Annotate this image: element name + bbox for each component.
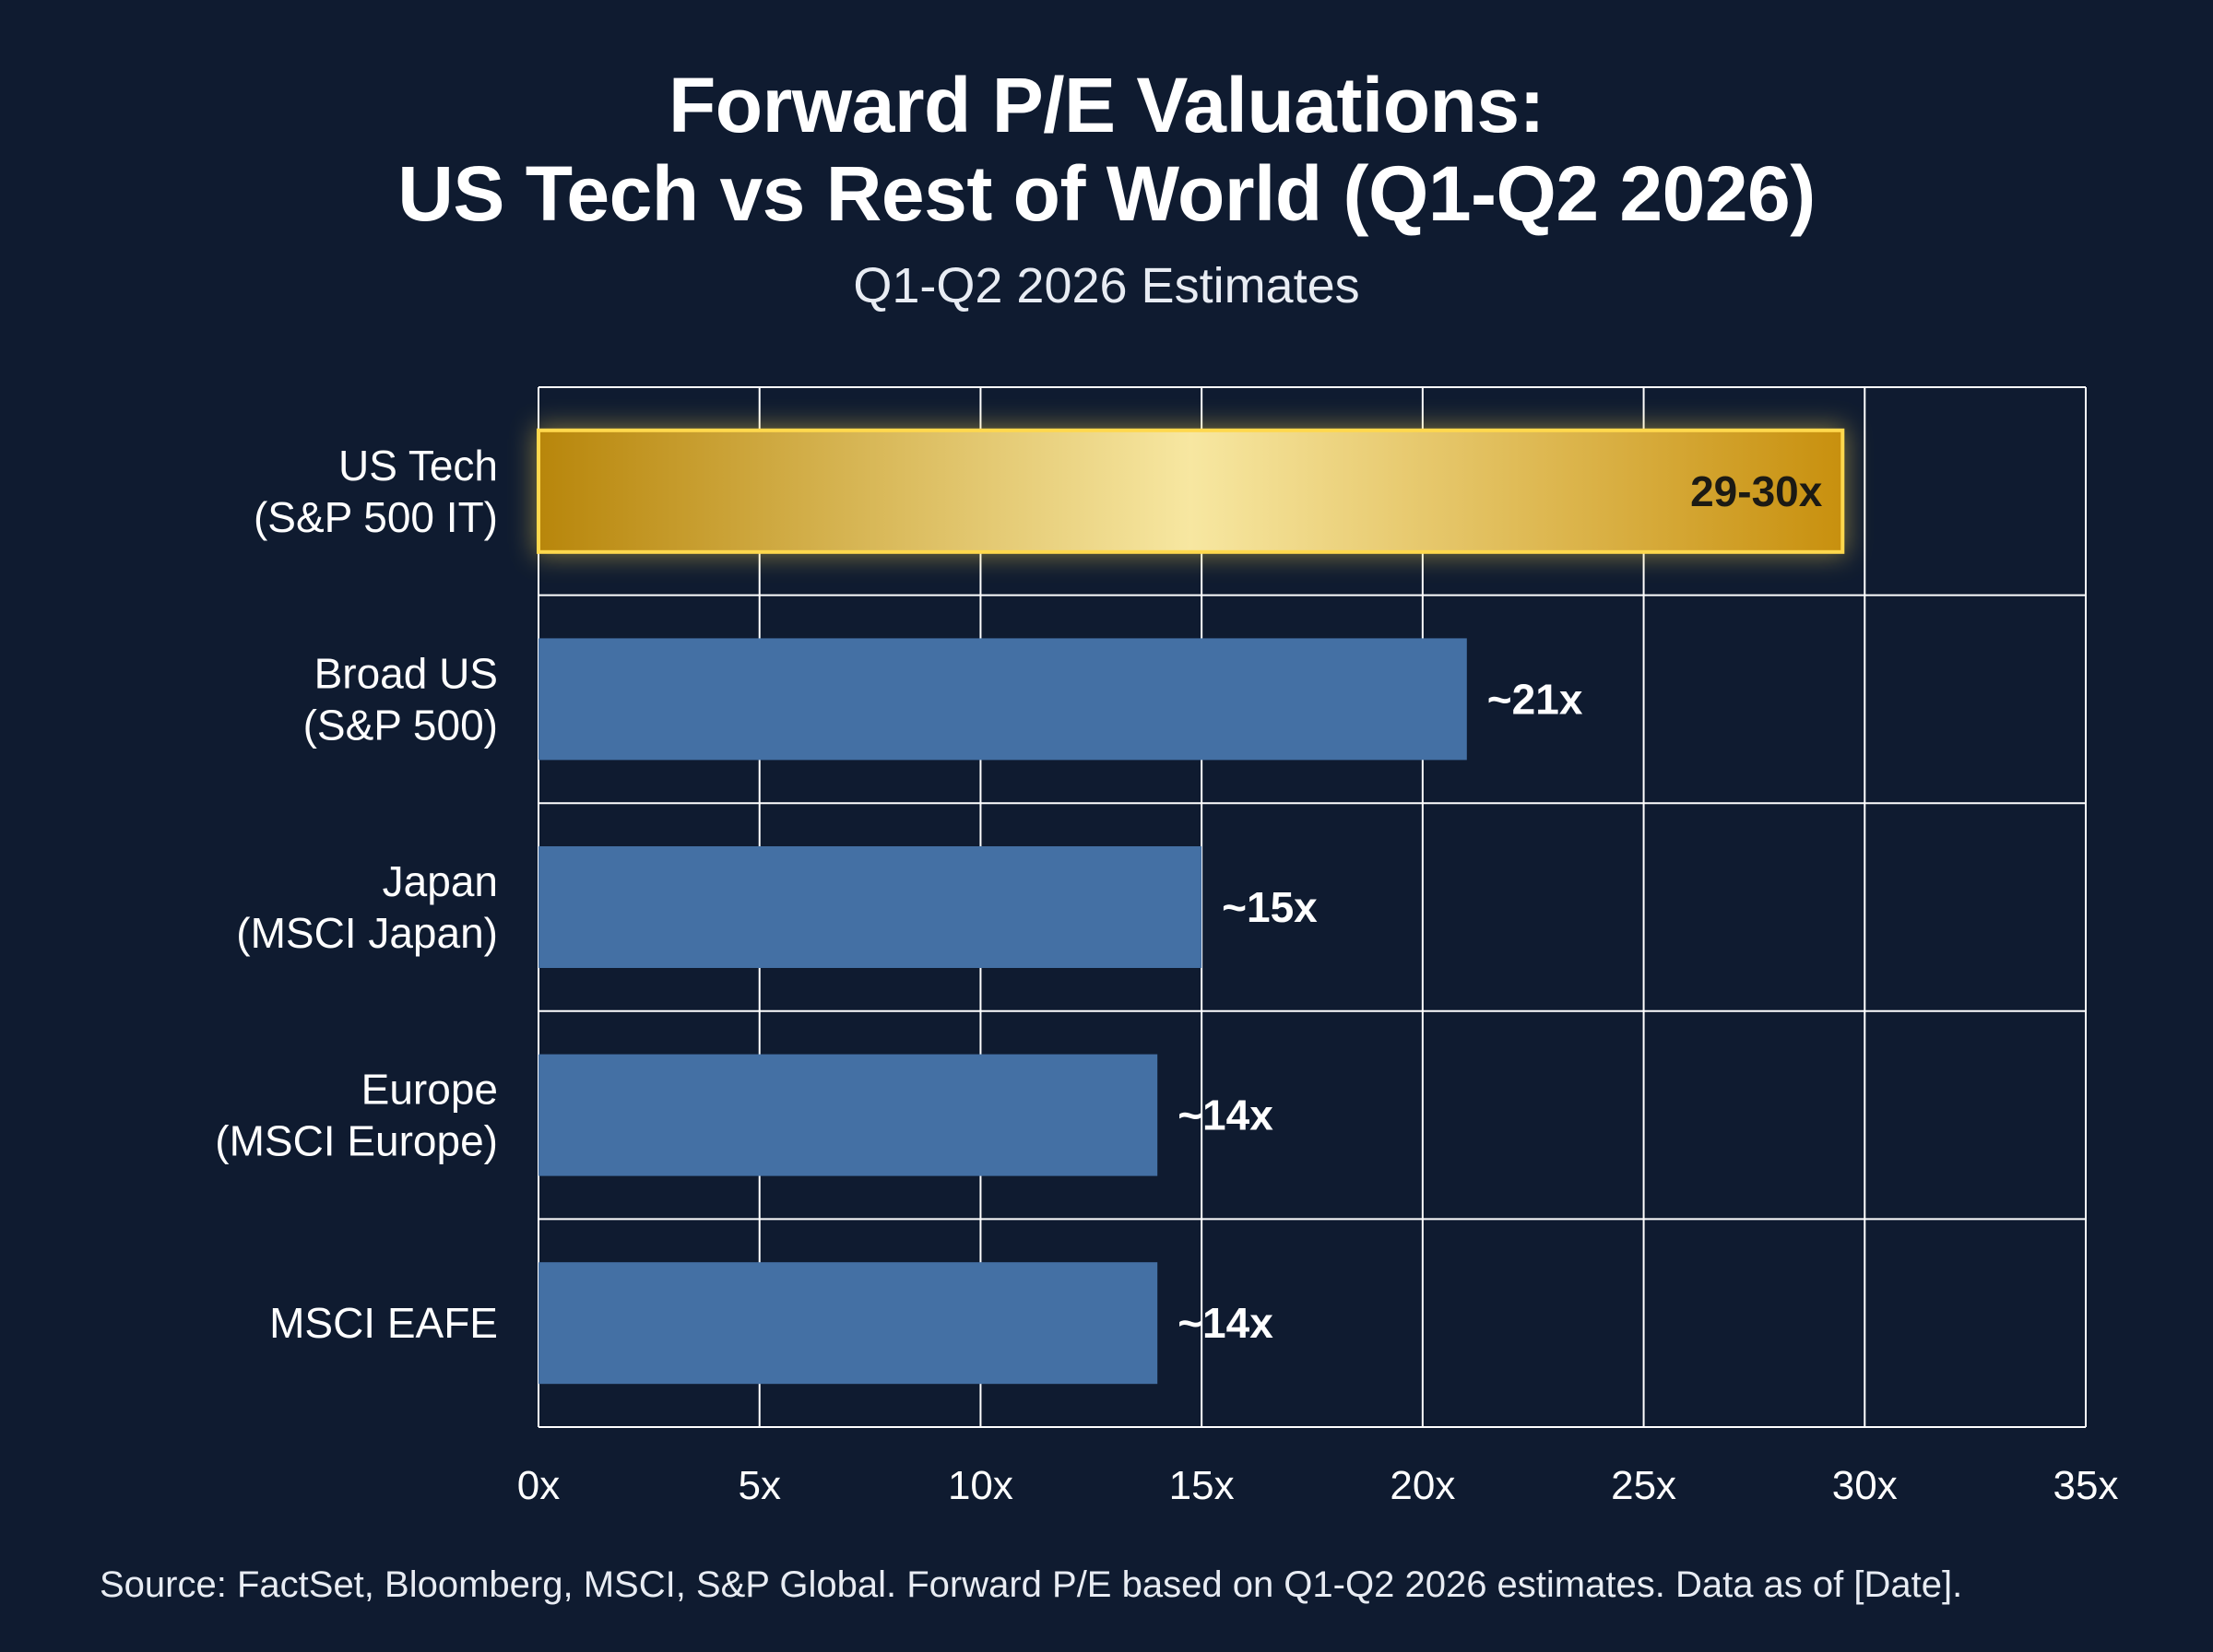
chart-title-line-1: Forward P/E Valuations: xyxy=(668,62,1545,148)
bar-value-label: ~14x xyxy=(1178,1092,1273,1139)
category-label: US Tech xyxy=(338,442,498,490)
source-note: Source: FactSet, Bloomberg, MSCI, S&P Gl… xyxy=(100,1564,1963,1605)
x-tick-label: 15x xyxy=(1169,1463,1235,1508)
category-label: MSCI EAFE xyxy=(269,1299,498,1347)
x-tick-label: 0x xyxy=(517,1463,560,1508)
category-label: Japan xyxy=(383,857,498,905)
category-label: (S&P 500 IT) xyxy=(254,493,498,541)
category-label: Europe xyxy=(361,1066,498,1114)
category-label: (S&P 500) xyxy=(303,701,498,749)
x-tick-label: 20x xyxy=(1390,1463,1455,1508)
bar-value-label: ~21x xyxy=(1487,675,1583,723)
x-tick-label: 25x xyxy=(1611,1463,1676,1508)
category-label: (MSCI Europe) xyxy=(215,1117,498,1165)
bar xyxy=(538,1054,1158,1176)
bar xyxy=(538,638,1467,761)
bar xyxy=(538,846,1202,968)
x-tick-label: 10x xyxy=(948,1463,1013,1508)
bar-value-label: ~14x xyxy=(1178,1299,1273,1347)
category-label: Broad US xyxy=(314,649,498,697)
bar-value-label: 29-30x xyxy=(1690,467,1823,515)
chart-subtitle: Q1-Q2 2026 Estimates xyxy=(853,258,1360,313)
category-label: (MSCI Japan) xyxy=(236,909,498,957)
bars xyxy=(535,426,1847,1385)
x-tick-label: 5x xyxy=(738,1463,780,1508)
bar xyxy=(538,1262,1158,1385)
x-tick-label: 30x xyxy=(1832,1463,1898,1508)
chart-title-line-2: US Tech vs Rest of World (Q1-Q2 2026) xyxy=(397,150,1816,237)
bar-highlight xyxy=(537,428,1845,554)
bar-value-label: ~15x xyxy=(1222,883,1318,931)
x-tick-label: 35x xyxy=(2053,1463,2119,1508)
